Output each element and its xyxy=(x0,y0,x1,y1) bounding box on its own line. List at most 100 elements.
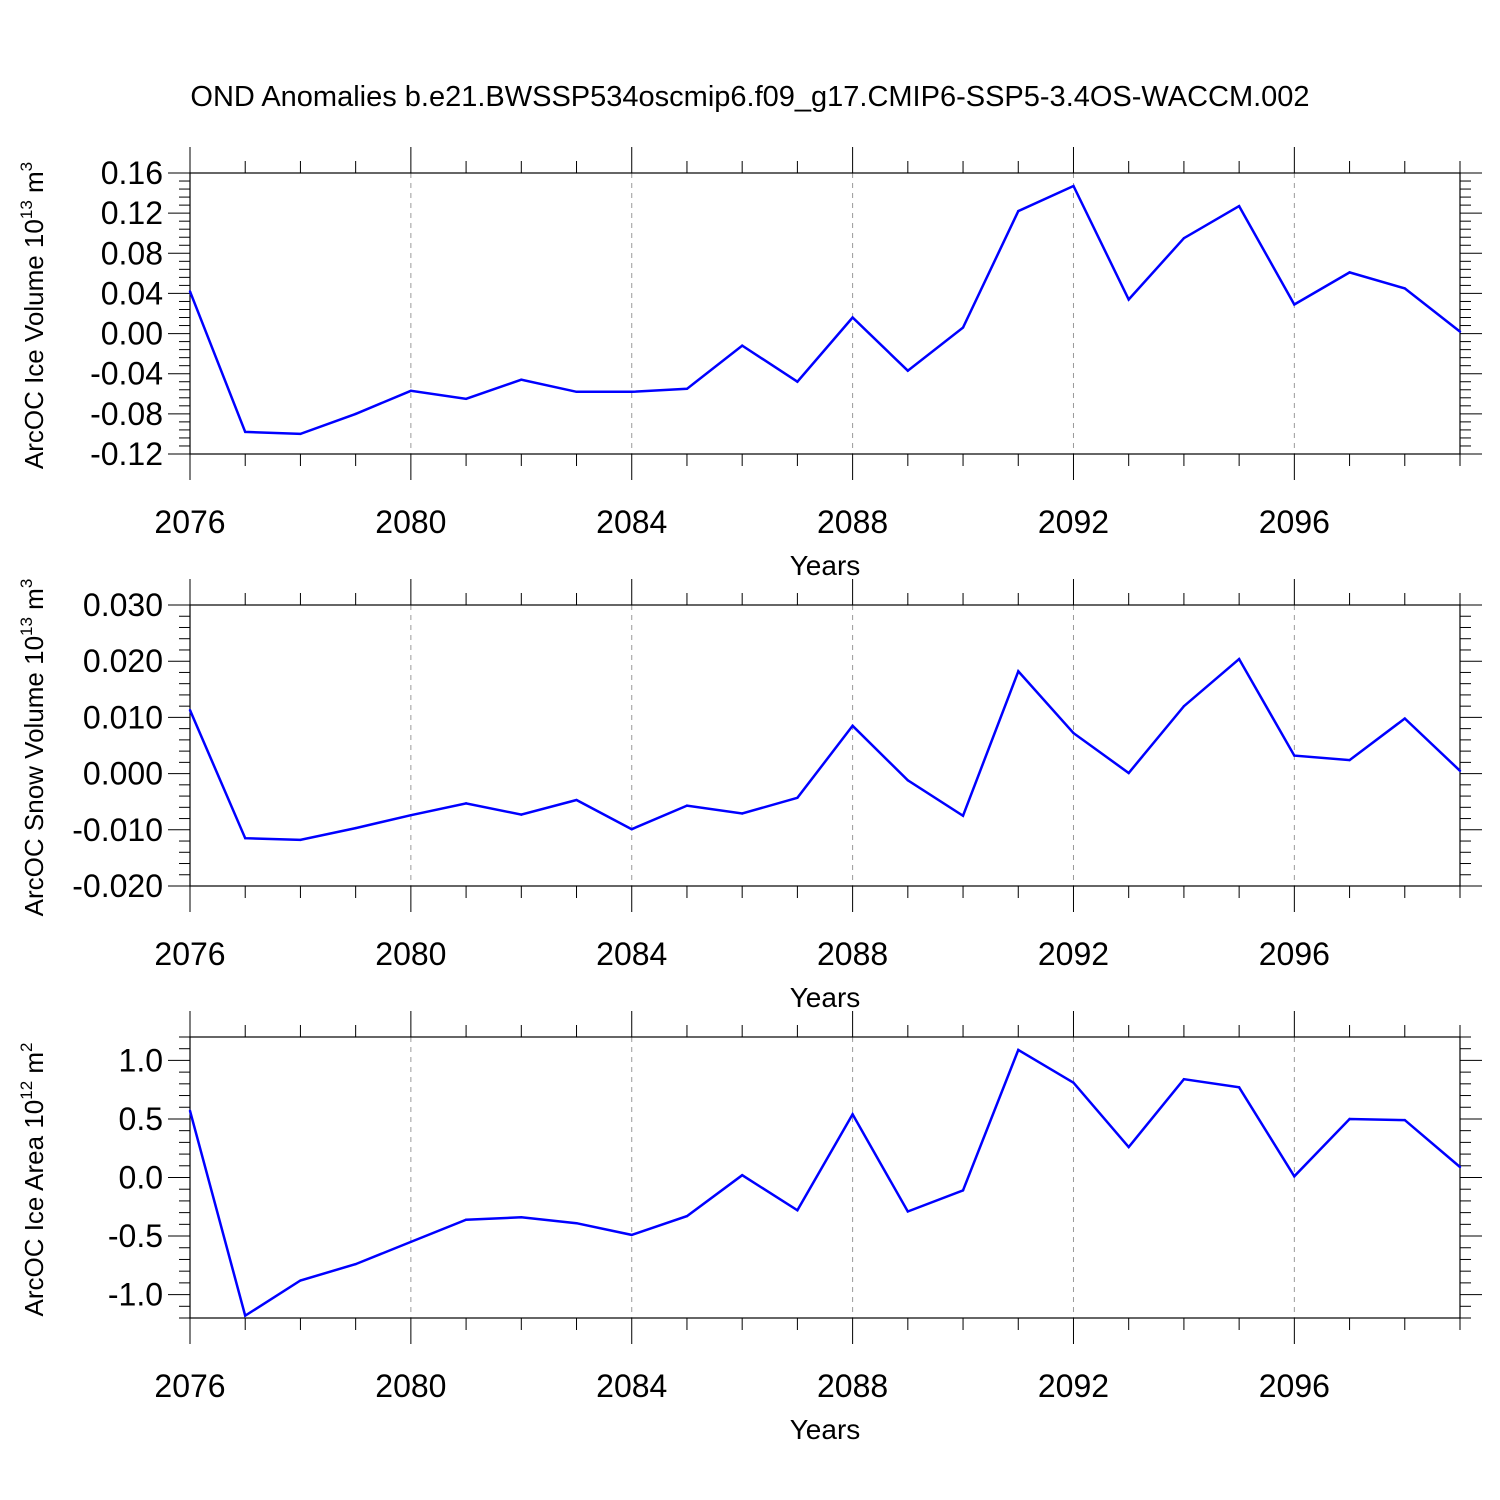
x-tick-label: 2096 xyxy=(1259,1368,1330,1404)
y-tick-label: 0.12 xyxy=(101,195,163,231)
data-point xyxy=(1293,303,1296,306)
x-tick-label: 2088 xyxy=(817,504,888,540)
data-point xyxy=(464,1218,468,1221)
y-axis-label-main: ArcOC Ice Volume 10 xyxy=(19,219,49,469)
ice-volume-panel: 2076 2080 2084 2088 2092 2096 -0.12 -0.08 -0.04 0… xyxy=(17,147,1482,581)
data-point xyxy=(244,430,247,434)
data-point xyxy=(1348,758,1351,762)
data-point xyxy=(796,1209,799,1212)
y-tick-label: -0.08 xyxy=(90,396,163,432)
x-tick-label: 2076 xyxy=(154,1368,225,1404)
data-point xyxy=(906,779,910,782)
y-axis-label-unit: m xyxy=(19,588,49,617)
data-point xyxy=(575,798,578,802)
data-point xyxy=(740,1173,744,1177)
data-point xyxy=(961,1189,965,1192)
y-axis-label-exponent: 12 xyxy=(17,1081,36,1100)
series-line xyxy=(188,1048,1461,1318)
data-point xyxy=(851,316,854,319)
data-point xyxy=(409,1240,413,1244)
data-point xyxy=(796,796,799,799)
y-axis-label-main: ArcOC Ice Area 10 xyxy=(19,1100,49,1317)
y-axis-label-main: ArcOC Snow Volume 10 xyxy=(19,636,49,916)
data-point xyxy=(906,1210,910,1213)
plot-frame xyxy=(189,1036,1461,1319)
y-axis-label: ArcOC Ice Volume 1013 m3 xyxy=(17,162,49,469)
data-point xyxy=(354,826,357,830)
data-point xyxy=(1127,1145,1130,1149)
x-tick-label: 2080 xyxy=(375,504,446,540)
data-point xyxy=(244,1314,247,1317)
y-tick-label: 0.030 xyxy=(83,587,163,623)
data-point xyxy=(1017,1048,1020,1052)
data-point xyxy=(1458,769,1462,772)
data-point xyxy=(188,1109,192,1112)
data-point xyxy=(796,380,799,383)
y-tick-label: 0.020 xyxy=(83,643,163,679)
x-tick-label: 2080 xyxy=(375,1368,446,1404)
data-point xyxy=(299,1279,302,1282)
x-tick-label: 2088 xyxy=(817,936,888,972)
y-tick-label: 0.08 xyxy=(101,235,163,271)
series-line xyxy=(188,657,1461,842)
data-point xyxy=(1403,717,1406,720)
x-tick-label: 2084 xyxy=(596,1368,667,1404)
data-point xyxy=(961,326,965,329)
data-point xyxy=(1182,237,1186,240)
data-point xyxy=(630,390,633,393)
x-tick-label: 2076 xyxy=(154,504,225,540)
y-axis-label-exponent: 13 xyxy=(17,617,36,636)
x-axis-label: Years xyxy=(790,982,861,1013)
data-point xyxy=(906,369,910,372)
y-tick-label: 0.00 xyxy=(101,316,163,352)
y-tick-label: -1.0 xyxy=(108,1277,163,1313)
x-tick-label: 2092 xyxy=(1038,936,1109,972)
data-point xyxy=(244,837,247,840)
data-point xyxy=(1237,1086,1241,1089)
data-point xyxy=(740,344,744,347)
data-point xyxy=(1458,330,1462,333)
x-tick-label: 2096 xyxy=(1259,936,1330,972)
data-point xyxy=(409,813,413,817)
y-axis-label-unit: m xyxy=(19,1052,49,1081)
data-point xyxy=(1072,731,1075,735)
y-tick-label: 0.04 xyxy=(101,275,163,311)
data-point xyxy=(1182,1077,1186,1081)
y-tick-label: -0.12 xyxy=(90,436,163,472)
y-tick-label: 0.0 xyxy=(119,1160,163,1196)
data-point xyxy=(520,1216,523,1219)
data-point xyxy=(1017,209,1020,213)
y-axis-label: ArcOC Snow Volume 1013 m3 xyxy=(17,579,49,917)
data-point xyxy=(299,838,302,842)
data-point xyxy=(520,378,523,381)
data-point xyxy=(354,412,357,416)
data-point xyxy=(1182,704,1186,708)
data-point xyxy=(740,812,744,815)
data-point xyxy=(1127,771,1130,775)
data-point xyxy=(299,432,302,436)
data-point xyxy=(1403,1118,1406,1122)
x-axis-label: Years xyxy=(790,1414,861,1445)
data-point xyxy=(1293,1175,1296,1178)
data-point xyxy=(961,814,965,817)
data-point xyxy=(1237,204,1241,208)
y-axis-label-unit-exponent: 3 xyxy=(17,162,36,171)
data-point xyxy=(188,708,192,712)
y-axis-label-unit: m xyxy=(19,171,49,200)
data-point xyxy=(685,387,689,390)
y-tick-label: -0.04 xyxy=(90,356,163,392)
data-point xyxy=(685,804,689,807)
data-point xyxy=(575,390,578,393)
y-axis-label: ArcOC Ice Area 1012 m2 xyxy=(17,1042,49,1316)
data-point xyxy=(188,290,192,293)
snow-volume-panel: 2076 2080 2084 2088 2092 2096 -0.020 -0.010 0.00… xyxy=(17,579,1482,1013)
data-point xyxy=(520,813,523,816)
x-tick-label: 2092 xyxy=(1038,504,1109,540)
data-point xyxy=(630,1233,633,1237)
x-tick-label: 2088 xyxy=(817,1368,888,1404)
x-tick-label: 2092 xyxy=(1038,1368,1109,1404)
series-line xyxy=(188,184,1461,436)
data-point xyxy=(1348,271,1351,274)
y-tick-label: -0.020 xyxy=(72,868,163,904)
